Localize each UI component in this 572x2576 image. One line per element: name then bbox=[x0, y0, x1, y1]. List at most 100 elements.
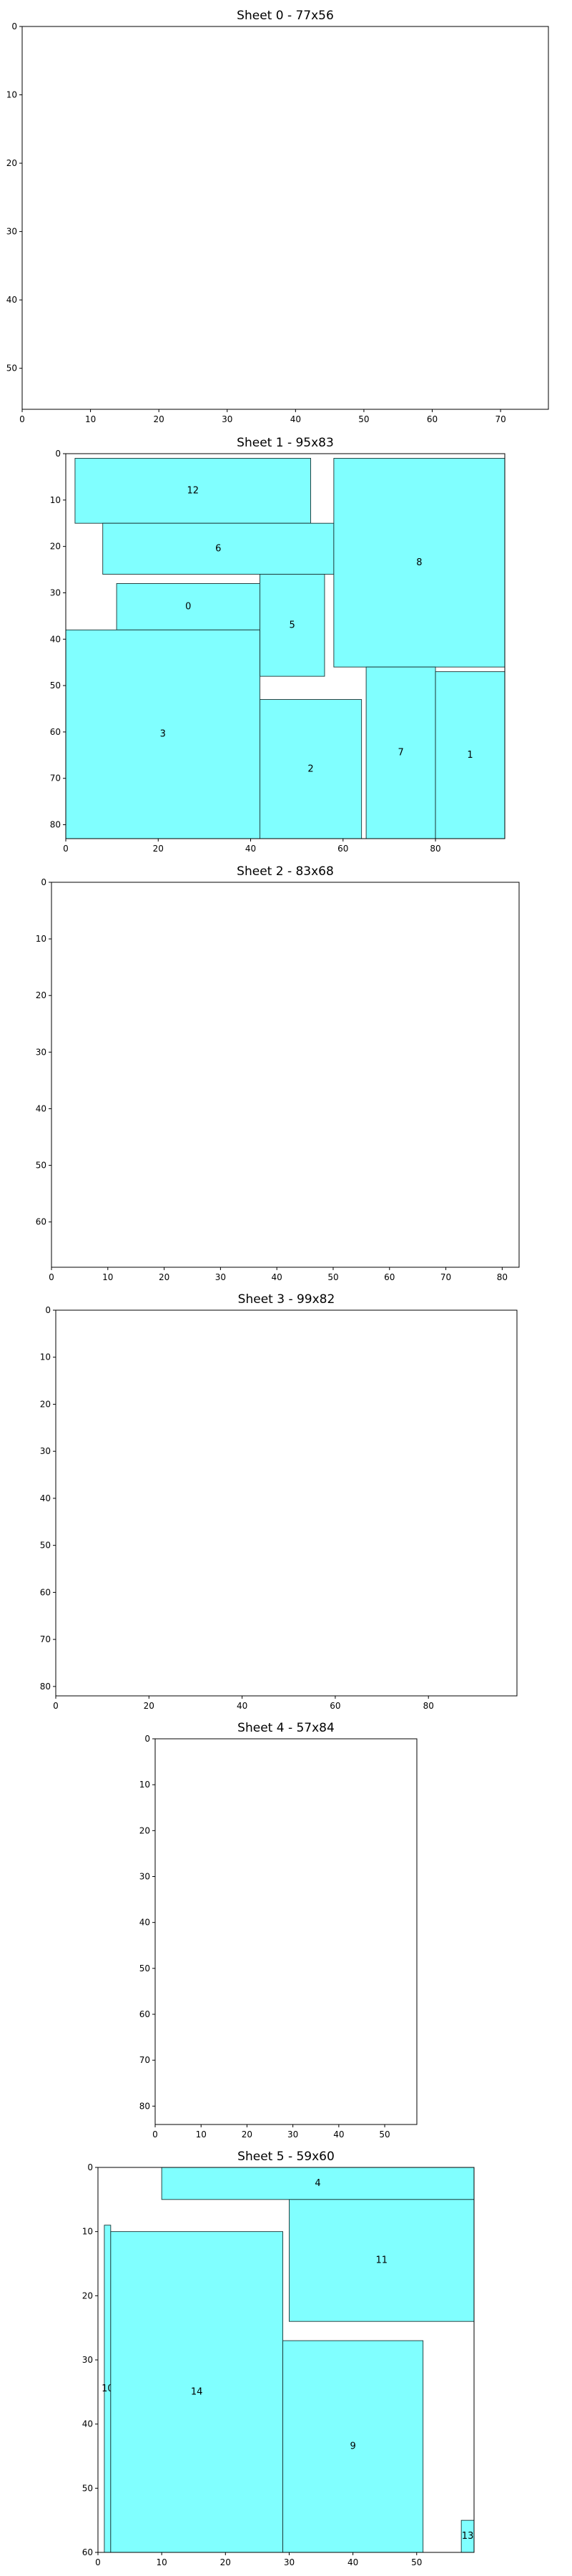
sheet-3-title: Sheet 3 - 99x82 bbox=[238, 1292, 335, 1307]
x-tick-label: 40 bbox=[347, 2557, 358, 2567]
piece-11 bbox=[289, 2199, 475, 2322]
x-tick-label: 50 bbox=[327, 1272, 338, 1282]
piece-label-8: 8 bbox=[416, 557, 422, 568]
piece-12 bbox=[74, 458, 311, 524]
y-tick-label: 50 bbox=[139, 1963, 150, 1974]
x-tick-label: 0 bbox=[152, 2129, 158, 2140]
piece-5 bbox=[260, 574, 325, 677]
x-tick-label: 20 bbox=[153, 844, 164, 854]
y-tick-label: 20 bbox=[6, 158, 17, 168]
y-tick-label: 10 bbox=[82, 2227, 93, 2237]
y-tick-label: 20 bbox=[82, 2290, 93, 2301]
y-tick-label: 40 bbox=[40, 1493, 51, 1503]
piece-4 bbox=[161, 2167, 475, 2200]
y-tick-label: 30 bbox=[40, 1446, 51, 1456]
y-tick-label: 60 bbox=[82, 2547, 93, 2557]
piece-label-11: 11 bbox=[375, 2255, 388, 2266]
x-tick-label: 20 bbox=[144, 1701, 154, 1711]
y-tick-label: 40 bbox=[139, 1918, 150, 1928]
x-tick-label: 70 bbox=[440, 1272, 451, 1282]
sheet-2-frame bbox=[51, 882, 520, 1268]
sheet-0-title: Sheet 0 - 77x56 bbox=[237, 9, 334, 23]
x-tick-label: 40 bbox=[272, 1272, 282, 1282]
piece-label-1: 1 bbox=[467, 750, 473, 761]
piece-label-13: 13 bbox=[462, 2531, 474, 2542]
sheet-3-frame bbox=[55, 1309, 518, 1697]
x-tick-label: 80 bbox=[430, 844, 440, 854]
sheet-4-frame bbox=[154, 1738, 418, 2125]
sheet-5-title: Sheet 5 - 59x60 bbox=[237, 2150, 335, 2164]
y-tick-label: 20 bbox=[40, 1399, 51, 1409]
y-tick-label: 0 bbox=[41, 877, 46, 887]
piece-label-9: 9 bbox=[350, 2441, 355, 2452]
y-tick-label: 50 bbox=[36, 1161, 46, 1171]
piece-label-4: 4 bbox=[315, 2178, 320, 2189]
x-tick-label: 60 bbox=[330, 1701, 340, 1711]
x-tick-label: 10 bbox=[102, 1272, 113, 1282]
piece-label-0: 0 bbox=[185, 601, 191, 612]
x-tick-label: 70 bbox=[495, 414, 506, 424]
y-tick-label: 20 bbox=[139, 1825, 150, 1835]
y-tick-label: 80 bbox=[139, 2101, 150, 2111]
x-tick-label: 0 bbox=[49, 1272, 54, 1282]
sheet-1-title: Sheet 1 - 95x83 bbox=[237, 436, 334, 450]
sheet-4-panel: Sheet 4 - 57x84 0 10 20 30 40 50 0 10 20 30 40 50 60 7… bbox=[139, 1721, 418, 2140]
x-tick-label: 0 bbox=[95, 2557, 101, 2567]
x-tick-label: 40 bbox=[290, 414, 301, 424]
y-tick-label: 70 bbox=[40, 1634, 51, 1644]
y-tick-label: 40 bbox=[36, 1103, 46, 1113]
x-tick-label: 30 bbox=[284, 2557, 295, 2567]
x-tick-label: 60 bbox=[337, 844, 348, 854]
x-tick-label: 40 bbox=[237, 1701, 247, 1711]
x-tick-label: 0 bbox=[63, 844, 69, 854]
sheet-2-title: Sheet 2 - 83x68 bbox=[237, 864, 334, 879]
y-tick-label: 40 bbox=[82, 2419, 93, 2429]
y-tick-label: 60 bbox=[40, 1587, 51, 1597]
y-tick-label: 40 bbox=[6, 295, 17, 305]
y-tick-label: 60 bbox=[50, 727, 61, 737]
x-tick-label: 20 bbox=[220, 2557, 231, 2567]
sheet-2-panel: Sheet 2 - 83x68 0 10 20 30 40 50 60 70 80 0 10 20 30 4… bbox=[36, 864, 520, 1282]
x-tick-label: 10 bbox=[157, 2557, 167, 2567]
piece-label-2: 2 bbox=[307, 763, 313, 774]
piece-14 bbox=[110, 2231, 283, 2553]
y-tick-label: 60 bbox=[36, 1217, 46, 1227]
piece-8 bbox=[333, 458, 506, 668]
y-tick-label: 30 bbox=[36, 1047, 46, 1057]
x-tick-label: 20 bbox=[159, 1272, 169, 1282]
y-tick-label: 30 bbox=[139, 1872, 150, 1882]
x-tick-label: 20 bbox=[242, 2129, 252, 2140]
x-tick-label: 60 bbox=[384, 1272, 395, 1282]
piece-label-7: 7 bbox=[398, 748, 403, 758]
piece-7 bbox=[365, 666, 436, 839]
piece-1 bbox=[435, 671, 506, 839]
x-tick-label: 10 bbox=[196, 2129, 207, 2140]
y-tick-label: 0 bbox=[11, 21, 17, 31]
y-tick-label: 70 bbox=[50, 774, 61, 784]
sheet-0-frame bbox=[21, 26, 549, 410]
y-tick-label: 70 bbox=[139, 2055, 150, 2065]
x-tick-label: 40 bbox=[333, 2129, 344, 2140]
y-tick-label: 10 bbox=[50, 495, 61, 505]
x-tick-label: 50 bbox=[358, 414, 369, 424]
x-tick-label: 50 bbox=[411, 2557, 422, 2567]
piece-label-12: 12 bbox=[187, 485, 199, 496]
x-tick-label: 0 bbox=[53, 1701, 59, 1711]
x-tick-label: 20 bbox=[154, 414, 164, 424]
y-tick-label: 0 bbox=[55, 449, 61, 459]
x-tick-label: 80 bbox=[497, 1272, 508, 1282]
x-tick-label: 40 bbox=[245, 844, 256, 854]
x-tick-label: 60 bbox=[427, 414, 438, 424]
x-tick-label: 30 bbox=[215, 1272, 226, 1282]
sheet-4-title: Sheet 4 - 57x84 bbox=[237, 1721, 335, 1735]
x-tick-label: 30 bbox=[222, 414, 232, 424]
y-tick-label: 50 bbox=[6, 364, 17, 374]
y-tick-label: 10 bbox=[36, 934, 46, 944]
y-tick-label: 20 bbox=[36, 990, 46, 1000]
y-tick-label: 20 bbox=[50, 542, 61, 552]
piece-label-14: 14 bbox=[191, 2386, 203, 2397]
